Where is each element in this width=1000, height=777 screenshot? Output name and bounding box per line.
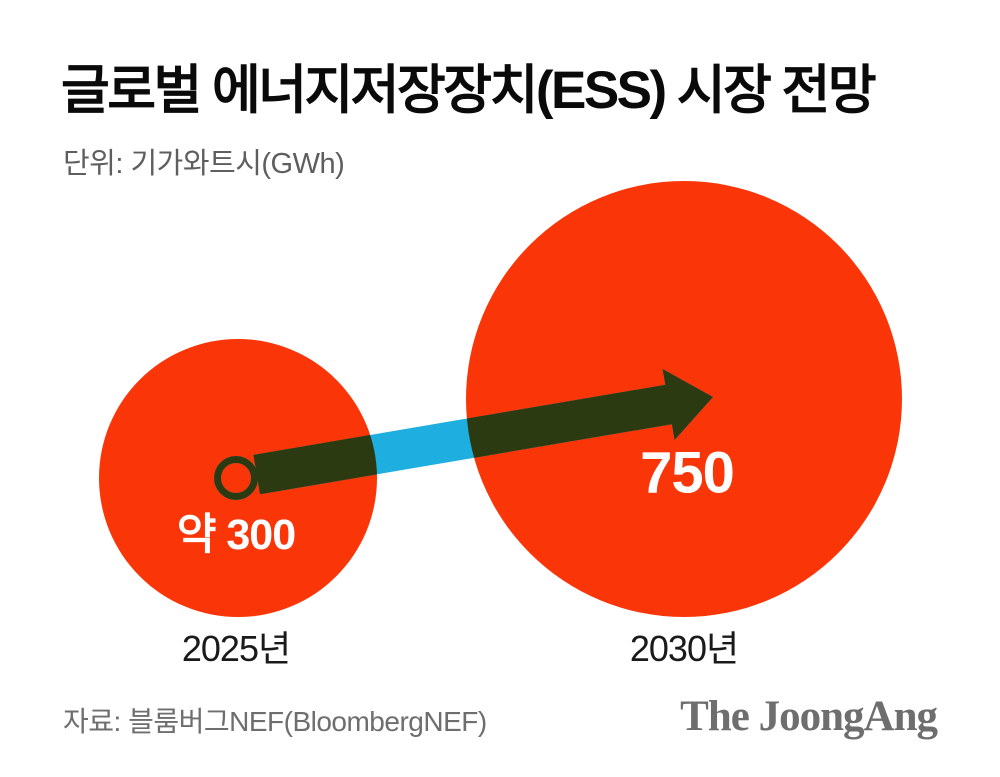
source-label: 자료: 블룸버그NEF(BloombergNEF) (63, 706, 487, 737)
year-label-2030: 2030년 (629, 628, 739, 669)
year-label-2025: 2025년 (181, 628, 291, 669)
bubble-2025 (99, 339, 377, 617)
joongang-logo: The JoongAng (680, 693, 938, 740)
bubble-2030 (466, 181, 902, 617)
chart-title: 글로벌 에너지저장장치(ESS) 시장 전망 (61, 61, 877, 120)
unit-label: 단위: 기가와트시(GWh) (63, 148, 345, 180)
value-label-2030: 750 (640, 440, 735, 506)
value-label-2025: 약 300 (176, 511, 296, 559)
